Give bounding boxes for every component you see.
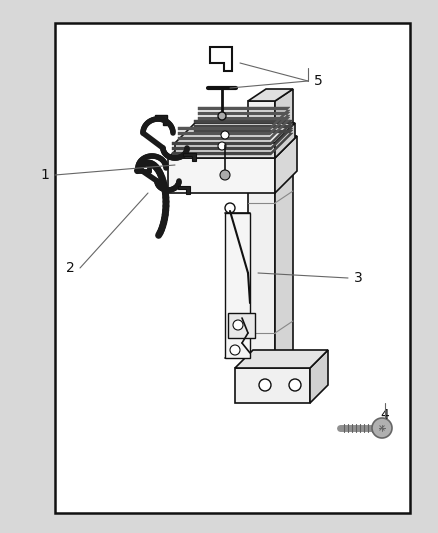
Polygon shape — [248, 101, 275, 378]
Polygon shape — [248, 89, 293, 101]
Bar — [55, 23, 410, 513]
Polygon shape — [178, 107, 290, 130]
Circle shape — [221, 131, 229, 139]
Text: 3: 3 — [353, 271, 362, 285]
Text: 5: 5 — [314, 74, 322, 88]
Polygon shape — [178, 117, 290, 140]
Circle shape — [220, 170, 230, 180]
Polygon shape — [175, 123, 295, 143]
Circle shape — [225, 203, 235, 213]
Polygon shape — [225, 213, 250, 358]
Text: 4: 4 — [381, 408, 389, 422]
Polygon shape — [228, 313, 255, 338]
Circle shape — [372, 418, 392, 438]
Polygon shape — [172, 130, 293, 155]
Polygon shape — [275, 89, 293, 378]
Polygon shape — [175, 143, 275, 158]
Polygon shape — [172, 125, 293, 150]
Polygon shape — [155, 115, 167, 125]
Polygon shape — [210, 47, 232, 71]
Polygon shape — [275, 123, 295, 158]
Circle shape — [218, 142, 226, 150]
Circle shape — [218, 112, 226, 120]
Polygon shape — [275, 136, 297, 193]
Circle shape — [233, 320, 243, 330]
Polygon shape — [183, 153, 196, 161]
Polygon shape — [168, 136, 297, 158]
Text: 2: 2 — [66, 261, 74, 275]
Polygon shape — [235, 368, 310, 403]
Polygon shape — [168, 158, 275, 193]
Polygon shape — [172, 120, 293, 145]
Polygon shape — [178, 112, 290, 135]
Circle shape — [259, 379, 271, 391]
Circle shape — [289, 379, 301, 391]
Polygon shape — [178, 186, 190, 194]
Polygon shape — [235, 350, 328, 368]
Polygon shape — [310, 350, 328, 403]
Circle shape — [230, 345, 240, 355]
Text: 1: 1 — [41, 168, 49, 182]
